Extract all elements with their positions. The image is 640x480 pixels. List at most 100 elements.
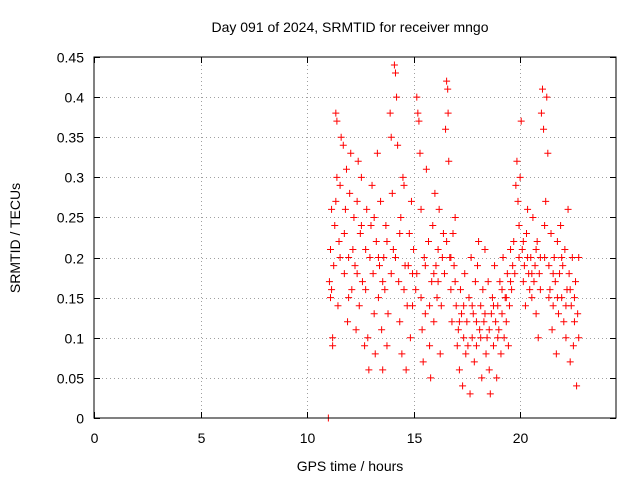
data-point xyxy=(450,262,458,270)
data-point xyxy=(532,310,540,318)
data-point xyxy=(564,205,572,213)
data-point xyxy=(353,270,361,278)
data-point xyxy=(545,262,553,270)
data-point xyxy=(481,310,489,318)
data-point xyxy=(407,197,415,205)
y-tick-label: 0.3 xyxy=(65,170,85,186)
data-point xyxy=(329,334,337,342)
data-point xyxy=(439,229,447,237)
data-point xyxy=(352,326,360,334)
y-tick-label: 0.05 xyxy=(57,371,84,387)
data-point xyxy=(486,390,494,398)
data-point xyxy=(396,229,404,237)
data-point xyxy=(444,85,452,93)
data-point xyxy=(453,342,461,350)
data-point xyxy=(474,262,482,270)
data-point xyxy=(349,246,357,254)
data-point xyxy=(396,318,404,326)
data-point xyxy=(574,310,582,318)
data-point xyxy=(389,246,397,254)
data-point xyxy=(491,262,499,270)
data-point xyxy=(569,342,577,350)
data-point xyxy=(365,366,373,374)
data-point xyxy=(481,246,489,254)
data-point xyxy=(430,318,438,326)
data-point xyxy=(463,318,471,326)
data-point xyxy=(400,181,408,189)
data-point xyxy=(374,254,382,262)
data-point xyxy=(417,205,425,213)
data-point xyxy=(505,302,513,310)
data-point xyxy=(561,246,569,254)
data-point xyxy=(395,278,403,286)
data-point xyxy=(477,302,485,310)
data-point xyxy=(536,286,544,294)
data-point xyxy=(489,302,497,310)
data-point xyxy=(354,157,362,165)
data-point xyxy=(445,157,453,165)
data-point xyxy=(430,270,438,278)
data-point xyxy=(517,117,525,125)
data-point xyxy=(377,197,385,205)
data-point xyxy=(493,374,501,382)
data-point xyxy=(351,262,359,270)
data-point xyxy=(326,246,334,254)
data-point xyxy=(521,302,529,310)
data-point xyxy=(415,117,423,125)
data-point xyxy=(339,141,347,149)
data-point xyxy=(534,334,542,342)
y-tick-label: 0.15 xyxy=(57,291,84,307)
data-point xyxy=(543,93,551,101)
data-point xyxy=(337,133,345,141)
data-point xyxy=(333,117,341,125)
data-point xyxy=(448,318,456,326)
data-point xyxy=(483,334,491,342)
data-point xyxy=(447,254,455,262)
x-tick-label: 0 xyxy=(91,430,99,446)
data-point xyxy=(531,262,539,270)
data-point xyxy=(458,310,466,318)
data-point xyxy=(421,310,429,318)
data-point xyxy=(479,286,487,294)
data-point xyxy=(476,326,484,334)
data-point xyxy=(361,342,369,350)
data-point xyxy=(502,294,510,302)
data-point xyxy=(391,254,399,262)
data-point xyxy=(331,221,339,229)
tick-layer xyxy=(94,57,616,419)
data-point xyxy=(369,270,377,278)
data-point xyxy=(400,286,408,294)
data-point xyxy=(373,149,381,157)
data-point xyxy=(533,238,541,246)
data-point xyxy=(381,286,389,294)
data-point xyxy=(498,310,506,318)
data-point xyxy=(429,221,437,229)
data-point xyxy=(379,366,387,374)
data-point xyxy=(334,302,342,310)
y-tick-label: 0.45 xyxy=(57,50,84,66)
data-point xyxy=(566,286,574,294)
data-point xyxy=(442,125,450,133)
y-tick-label: 0.35 xyxy=(57,130,84,146)
data-point xyxy=(452,302,460,310)
x-axis-label: GPS time / hours xyxy=(297,458,404,474)
data-point xyxy=(544,149,552,157)
y-tick-label: 0.1 xyxy=(65,331,85,347)
data-point xyxy=(508,286,516,294)
data-point xyxy=(397,213,405,221)
data-point xyxy=(336,254,344,262)
data-point xyxy=(487,310,495,318)
data-point xyxy=(558,254,566,262)
data-point xyxy=(480,318,488,326)
data-point xyxy=(345,294,353,302)
data-point xyxy=(500,334,508,342)
data-point xyxy=(553,294,561,302)
data-point xyxy=(391,69,399,77)
data-point xyxy=(383,238,391,246)
data-point xyxy=(484,278,492,286)
data-point xyxy=(402,366,410,374)
data-point xyxy=(511,270,519,278)
data-point xyxy=(477,334,485,342)
data-point xyxy=(371,350,379,358)
